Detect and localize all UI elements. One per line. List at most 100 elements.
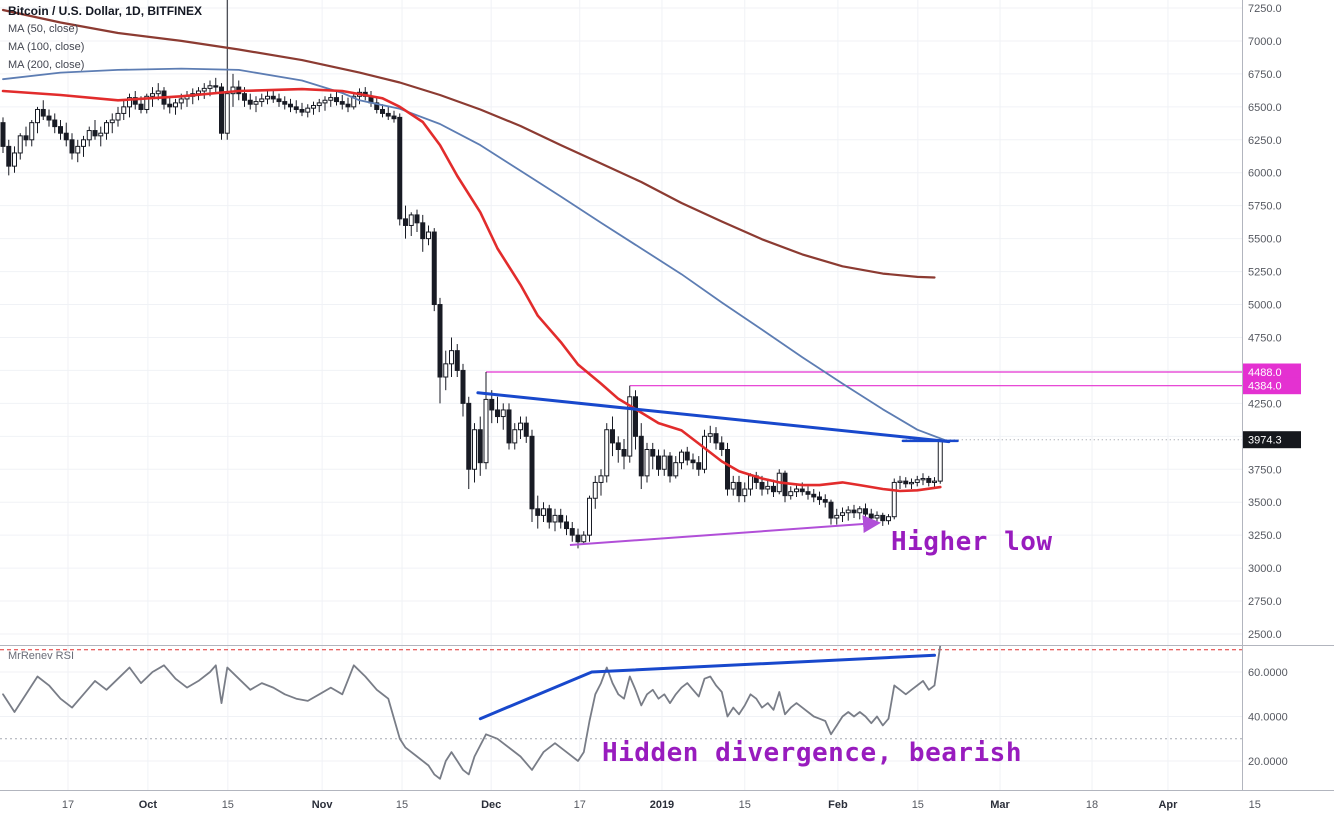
- candle: [477, 429, 483, 464]
- candle: [81, 139, 86, 147]
- candle: [719, 442, 725, 450]
- candle: [696, 462, 702, 470]
- candle: [558, 514, 564, 523]
- candle: [178, 98, 184, 104]
- candle: [351, 95, 357, 108]
- candle: [391, 115, 397, 120]
- svg-text:Oct: Oct: [139, 799, 158, 811]
- candle: [144, 95, 150, 110]
- svg-text:3250.0: 3250.0: [1248, 530, 1282, 542]
- candle: [403, 218, 408, 226]
- candle: [742, 488, 748, 497]
- candle: [305, 107, 311, 113]
- candle: [115, 112, 121, 121]
- time-axis[interactable]: 17 Oct 15 Nov 15 Dec 17 2019 15 Feb 15 Mar 18 Apr 15: [62, 799, 1261, 811]
- drawings-layer[interactable]: [476, 391, 1242, 721]
- candle: [713, 433, 719, 444]
- candle: [489, 398, 495, 411]
- candle: [334, 97, 339, 103]
- candle: [75, 145, 81, 154]
- higher-low-arrow[interactable]: [569, 515, 881, 547]
- svg-text:17: 17: [574, 799, 586, 811]
- svg-text:3000.0: 3000.0: [1248, 563, 1282, 575]
- rsi-indicator-label[interactable]: MrRenev RSI: [8, 650, 75, 662]
- svg-text:Mar: Mar: [990, 799, 1010, 811]
- svg-text:15: 15: [396, 799, 408, 811]
- candle: [937, 439, 943, 482]
- panel-separators: [0, 0, 1334, 791]
- candle: [92, 130, 98, 137]
- svg-text:3500.0: 3500.0: [1248, 497, 1282, 509]
- svg-text:6250.0: 6250.0: [1248, 135, 1282, 147]
- candle: [788, 491, 794, 497]
- svg-text:5500.0: 5500.0: [1248, 234, 1282, 246]
- candle: [840, 512, 845, 516]
- svg-text:15: 15: [222, 799, 234, 811]
- candle: [799, 488, 805, 493]
- candle: [6, 145, 12, 167]
- candle: [725, 448, 730, 490]
- candle: [650, 448, 656, 457]
- candle: [98, 132, 104, 137]
- candle: [414, 214, 420, 224]
- candle: [173, 102, 178, 108]
- candle: [328, 97, 334, 101]
- last-price-label: 3974.3: [1243, 431, 1301, 449]
- candle: [380, 108, 385, 114]
- annotation-higher-low[interactable]: Higher low: [891, 527, 1053, 557]
- candle: [86, 130, 92, 141]
- candle: [886, 516, 891, 522]
- candle: [638, 435, 644, 477]
- candle: [615, 442, 621, 450]
- price-axis[interactable]: 7250.0 7000.0 6750.0 6500.0 6250.0 6000.0 5750…: [1243, 3, 1301, 768]
- candle: [17, 135, 23, 154]
- candle: [219, 86, 224, 134]
- candle: [201, 87, 207, 92]
- rsi-layer: [0, 645, 1242, 780]
- candle: [293, 106, 299, 110]
- candle: [736, 481, 742, 497]
- svg-text:4384.0: 4384.0: [1248, 381, 1282, 393]
- candle: [926, 477, 932, 483]
- horizontal-price-lines[interactable]: [486, 371, 1242, 387]
- svg-text:5250.0: 5250.0: [1248, 267, 1282, 279]
- candle: [35, 108, 40, 124]
- candle: [851, 509, 857, 514]
- svg-text:Dec: Dec: [481, 799, 501, 811]
- candle: [213, 85, 219, 88]
- candle: [621, 448, 627, 457]
- candle: [627, 396, 633, 457]
- candle: [610, 429, 615, 444]
- annotation-hidden-divergence[interactable]: Hidden divergence, bearish: [602, 738, 1022, 768]
- candle: [541, 508, 546, 516]
- candle: [270, 95, 276, 100]
- candle: [552, 514, 558, 523]
- candle: [23, 135, 29, 141]
- candle: [828, 501, 834, 519]
- svg-text:15: 15: [912, 799, 924, 811]
- candle: [771, 485, 776, 493]
- candle: [546, 508, 552, 523]
- candle: [656, 455, 661, 470]
- candle: [868, 513, 874, 519]
- candle: [150, 93, 155, 97]
- candle: [276, 98, 282, 103]
- candle: [730, 481, 736, 490]
- candle: [12, 152, 17, 167]
- candle: [598, 475, 604, 483]
- candle: [265, 95, 270, 100]
- candle: [845, 509, 851, 514]
- candle: [897, 480, 903, 483]
- candle: [679, 451, 684, 464]
- candle: [132, 97, 138, 105]
- svg-text:2750.0: 2750.0: [1248, 596, 1282, 608]
- svg-text:5750.0: 5750.0: [1248, 201, 1282, 213]
- candle: [196, 90, 201, 95]
- candle: [874, 514, 880, 519]
- candle: [339, 101, 345, 105]
- candle: [449, 350, 454, 365]
- svg-text:15: 15: [739, 799, 751, 811]
- svg-text:7000.0: 7000.0: [1248, 36, 1282, 48]
- svg-text:3750.0: 3750.0: [1248, 464, 1282, 476]
